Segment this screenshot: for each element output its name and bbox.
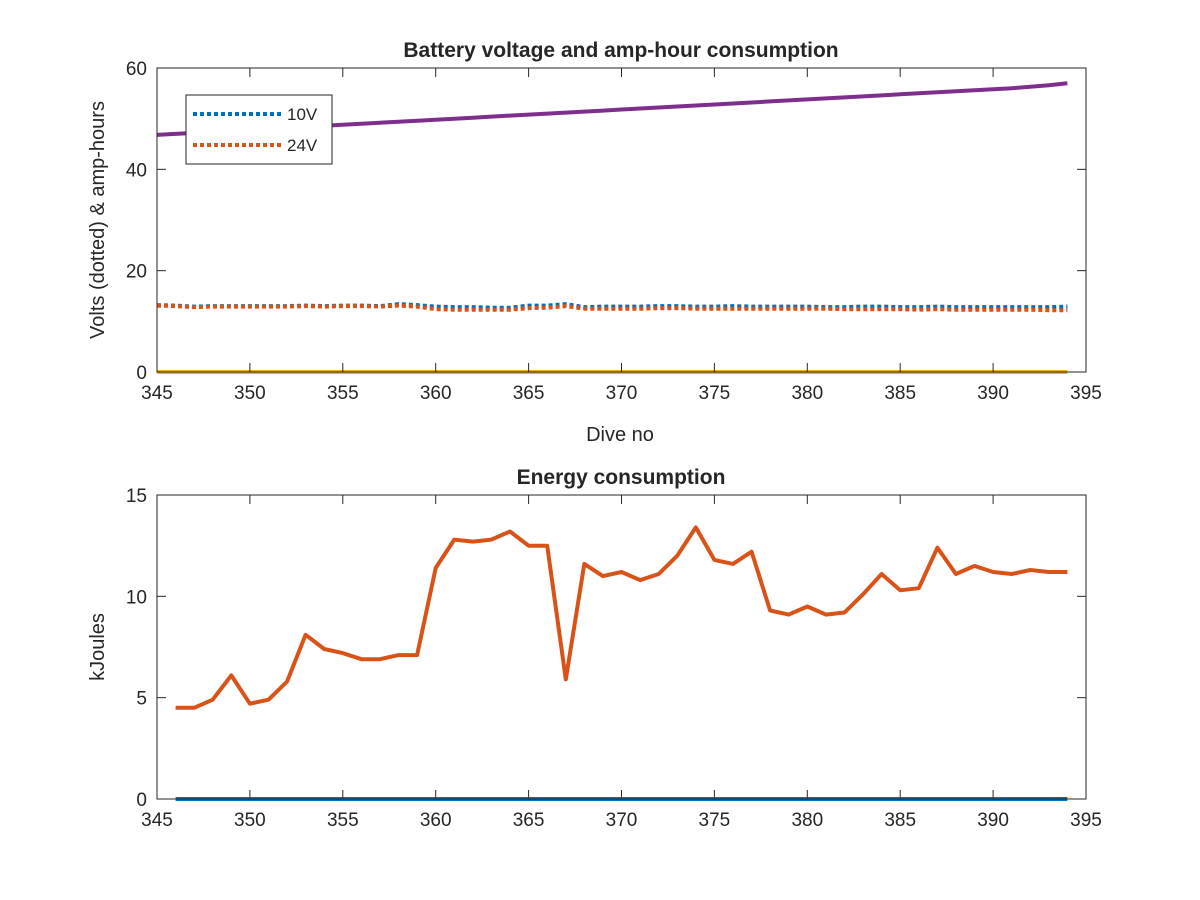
x-tick-label: 355 [327,383,359,404]
x-tick-label: 390 [977,383,1009,404]
y-tick-label: 60 [126,59,147,80]
x-tick-label: 375 [699,383,731,404]
x-tick-label: 365 [513,383,545,404]
y-tick-label: 40 [126,160,147,181]
x-tick-label: 350 [234,383,266,404]
x-tick-label: 370 [606,383,638,404]
legend: 10V 24V [185,94,333,165]
y-axis-label: Volts (dotted) & amp-hours [87,101,109,339]
x-tick-label: 395 [1070,383,1102,404]
x-tick-label: 385 [884,383,916,404]
x-tick-label: 365 [513,810,545,831]
series-line-10v [156,302,1068,310]
y-tick-label: 0 [136,363,147,384]
x-tick-label: 395 [1070,810,1102,831]
x-tick-label: 380 [791,810,823,831]
chart-title: Energy consumption [517,466,726,489]
x-tick-label: 385 [884,810,916,831]
y-axis-label: kJoules [87,613,109,681]
x-tick-label: 350 [234,810,266,831]
x-axis-label: Dive no [586,424,654,446]
x-tick-label: 390 [977,810,1009,831]
series-line-24v [156,303,1068,313]
legend-label-10v: 10V [287,105,318,124]
voltage-chart: Battery voltage and amp-hour consumption… [87,39,1102,446]
energy-chart: Energy consumption 345 350 355 360 365 370 375… [87,466,1102,831]
x-tick-label: 375 [699,810,731,831]
y-tick-label: 0 [136,790,147,811]
x-tick-label: 345 [141,810,173,831]
legend-box [185,94,333,165]
x-tick-label: 355 [327,810,359,831]
y-tick-label: 15 [126,486,147,507]
y-tick-label: 10 [126,587,147,608]
x-tick-label: 370 [606,810,638,831]
x-tick-label: 380 [791,383,823,404]
y-tick-label: 5 [136,689,147,710]
y-tick-label: 20 [126,262,147,283]
series-line-orange [175,525,1068,710]
plot-area [157,495,1086,799]
x-tick-label: 345 [141,383,173,404]
chart-title: Battery voltage and amp-hour consumption [403,39,838,62]
legend-label-24v: 24V [287,136,318,155]
x-tick-label: 360 [420,810,452,831]
x-tick-label: 360 [420,383,452,404]
